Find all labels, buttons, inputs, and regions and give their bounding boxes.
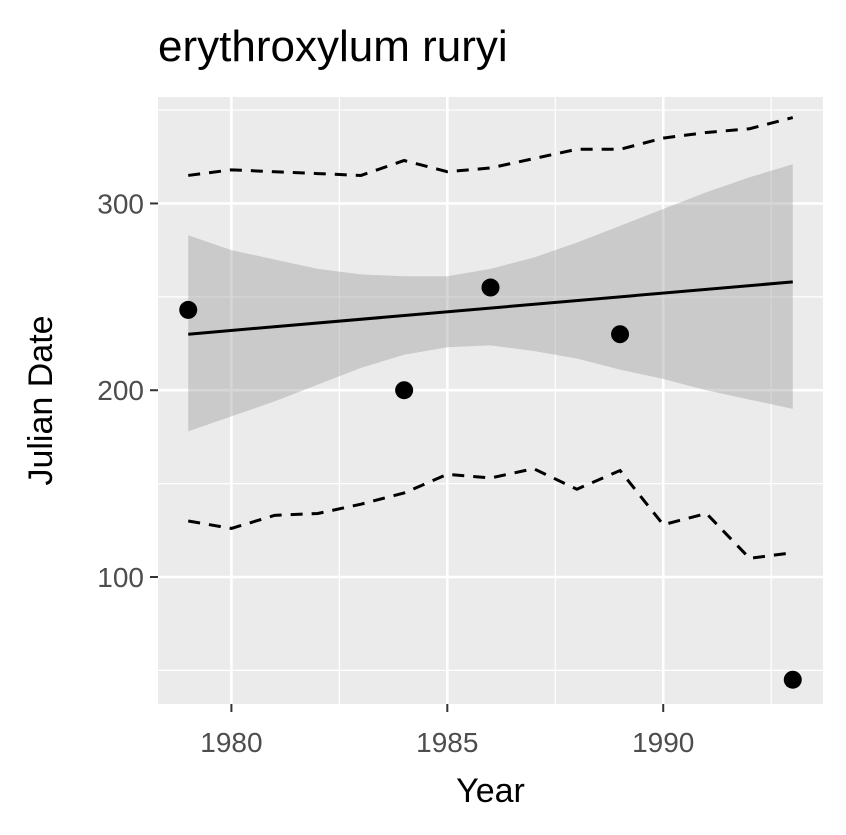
data-point — [395, 381, 414, 400]
y-tick-label: 300 — [97, 188, 144, 219]
minor-gridlines — [158, 97, 823, 704]
data-point — [611, 325, 630, 344]
major-gridlines — [158, 97, 823, 704]
x-tick-label: 1990 — [632, 727, 694, 758]
chart-title: erythroxylum ruryi — [158, 22, 508, 71]
x-tick-label: 1980 — [200, 727, 262, 758]
regression-line — [188, 280, 793, 336]
y-axis-title: Julian Date — [22, 315, 60, 485]
data-point — [179, 300, 198, 319]
y-tick-label: 200 — [97, 375, 144, 406]
y-axis: 100 200 300 — [97, 188, 158, 593]
x-tick-label: 1985 — [416, 727, 478, 758]
upper-prediction-line — [188, 116, 794, 177]
data-point — [783, 670, 802, 689]
data-points — [179, 278, 802, 689]
lower-prediction-line — [187, 467, 793, 560]
plot-panel — [158, 97, 823, 704]
y-tick-label: 100 — [97, 562, 144, 593]
x-axis-title: Year — [456, 772, 525, 810]
x-axis: 1980 1985 1990 — [200, 704, 694, 758]
data-point — [481, 278, 500, 297]
confidence-band — [188, 164, 793, 432]
